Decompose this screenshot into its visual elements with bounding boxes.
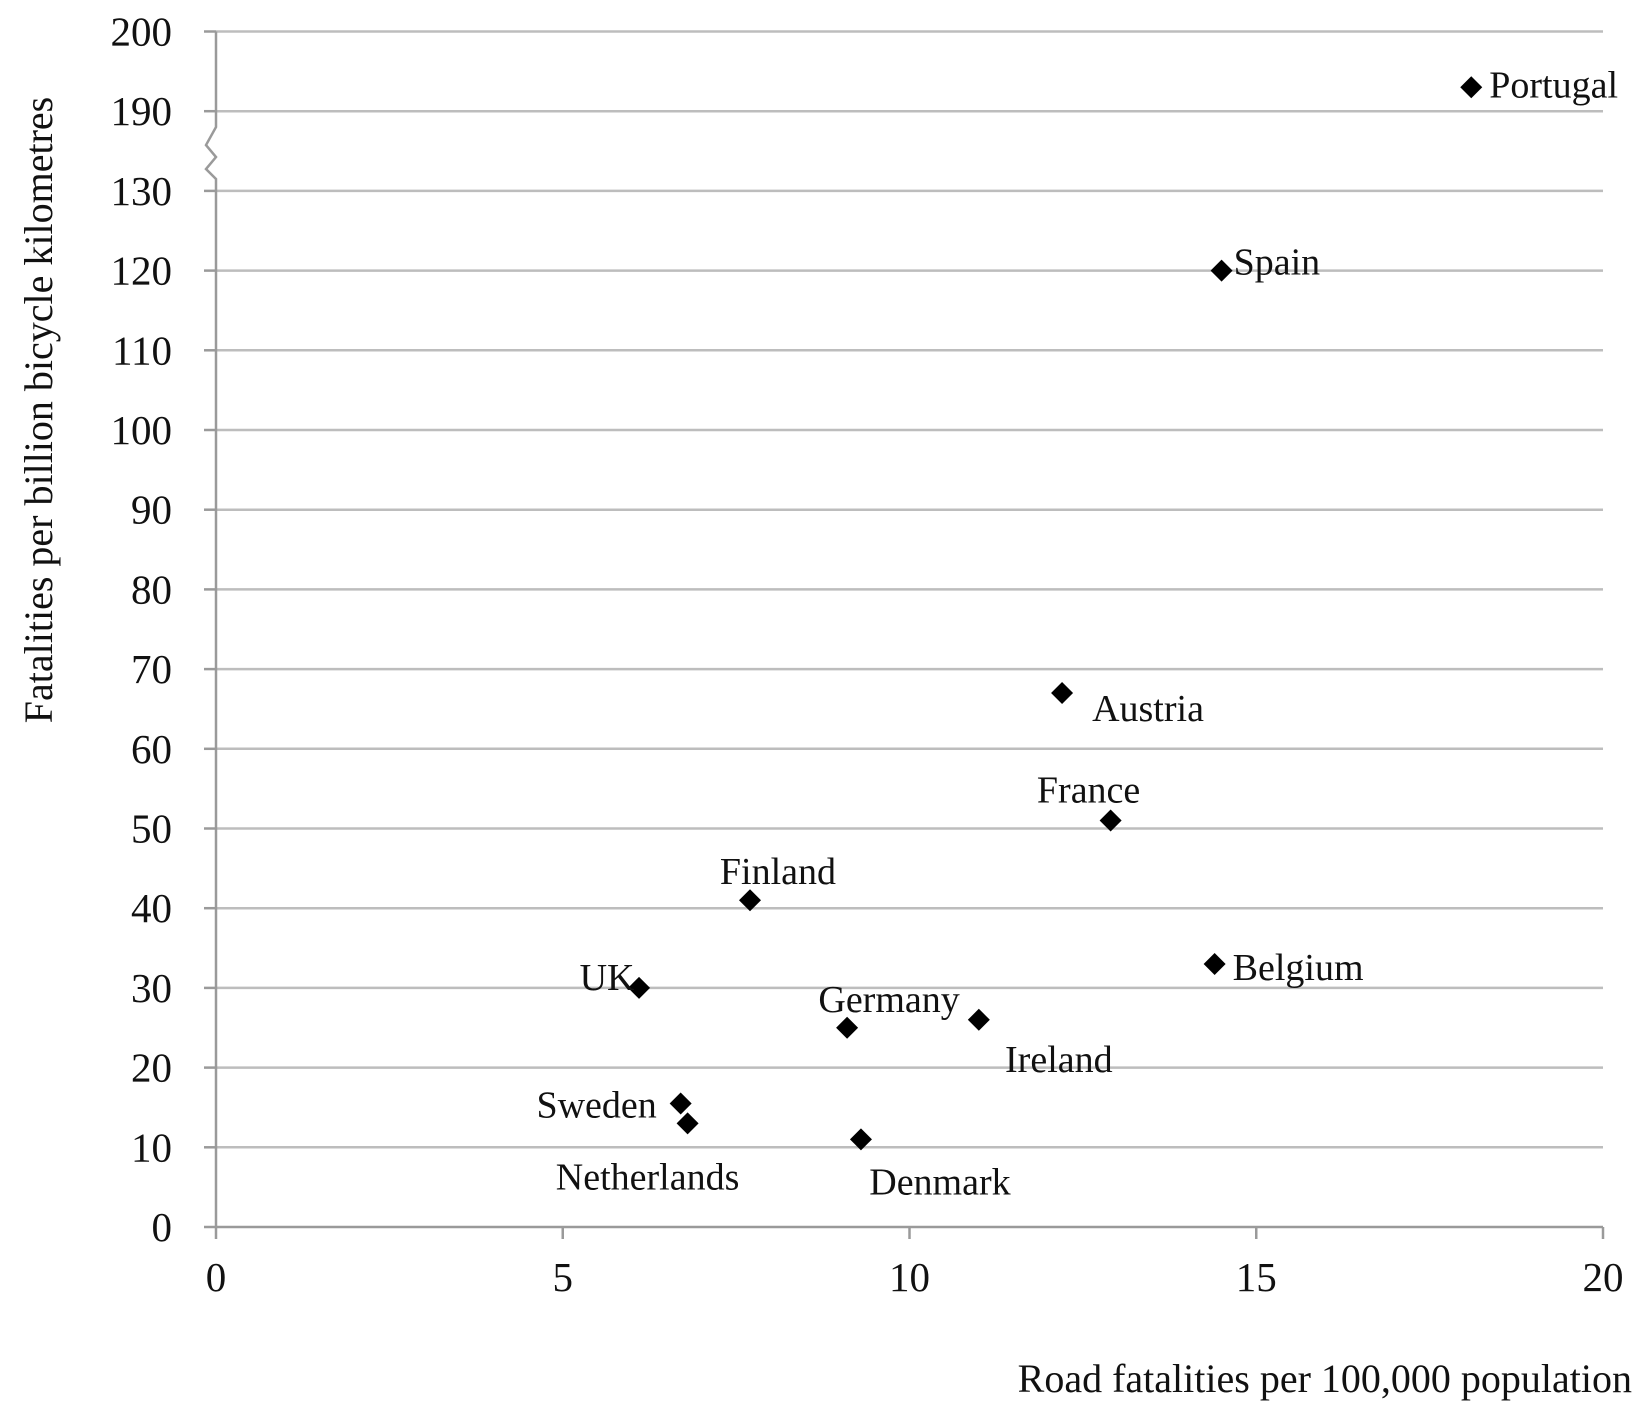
- point-label-uk: UK: [580, 957, 635, 999]
- point-label-sweden: Sweden: [536, 1084, 656, 1126]
- y-tick-label: 190: [111, 88, 173, 134]
- y-tick-label: 20: [131, 1045, 172, 1091]
- point-label-portugal: Portugal: [1489, 64, 1618, 106]
- point-belgium: [1203, 952, 1226, 975]
- point-label-ireland: Ireland: [1005, 1039, 1113, 1081]
- point-label-france: France: [1037, 770, 1140, 812]
- point-sweden: [669, 1092, 692, 1115]
- y-tick-label: 60: [131, 726, 172, 772]
- y-tick-label: 90: [131, 487, 172, 533]
- x-tick-label: 10: [889, 1254, 930, 1300]
- y-tick-label: 200: [111, 9, 173, 55]
- x-tick-label: 0: [206, 1254, 227, 1300]
- point-finland: [738, 889, 761, 912]
- y-tick-label: 50: [131, 806, 172, 852]
- point-uk: [628, 976, 651, 999]
- gridlines: [216, 30, 1603, 1229]
- point-denmark: [849, 1128, 872, 1151]
- point-label-netherlands: Netherlands: [556, 1156, 740, 1198]
- y-tick-label: 110: [112, 327, 172, 373]
- axes: [204, 30, 1605, 1239]
- point-austria: [1051, 682, 1074, 705]
- y-tick-label: 10: [131, 1124, 172, 1170]
- point-germany: [836, 1016, 859, 1039]
- point-label-belgium: Belgium: [1233, 947, 1364, 989]
- y-tick-label: 70: [131, 646, 172, 692]
- y-tick-label: 100: [111, 407, 173, 453]
- x-tick-label: 15: [1236, 1254, 1277, 1300]
- x-tick-label: 20: [1583, 1254, 1624, 1300]
- point-france: [1099, 809, 1122, 832]
- point-label-austria: Austria: [1092, 688, 1204, 730]
- x-tick-label: 5: [553, 1254, 574, 1300]
- point-label-denmark: Denmark: [869, 1161, 1010, 1203]
- y-tick-label: 0: [152, 1204, 173, 1250]
- point-portugal: [1460, 76, 1483, 99]
- data-points: [628, 76, 1483, 1151]
- y-tick-label: 130: [111, 168, 173, 214]
- y-tick-label: 80: [131, 566, 172, 612]
- y-axis-line: [204, 31, 218, 1227]
- tick-labels: 0 10 20 30 40 50 60 70 80 90 100 110 120 130 190 200 0 5 1…: [111, 9, 1624, 1301]
- point-label-spain: Spain: [1234, 242, 1321, 284]
- y-tick-label: 120: [111, 248, 173, 294]
- y-tick-label: 40: [131, 885, 172, 931]
- point-ireland: [967, 1008, 990, 1031]
- x-axis-label: Road fatalities per 100,000 population: [1018, 1356, 1632, 1401]
- y-axis-label: Fatalities per billion bicycle kilometre…: [16, 97, 61, 724]
- point-label-finland: Finland: [720, 851, 836, 893]
- point-spain: [1210, 259, 1233, 282]
- y-tick-label: 30: [131, 965, 172, 1011]
- point-netherlands: [676, 1112, 699, 1135]
- point-labels: Portugal Spain Austria France Finland Belgium…: [536, 64, 1618, 1203]
- point-label-germany: Germany: [818, 979, 959, 1021]
